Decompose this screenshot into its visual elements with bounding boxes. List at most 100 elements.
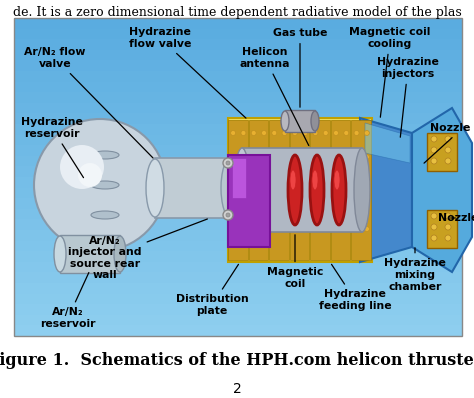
Bar — [310, 120, 330, 260]
Bar — [14, 92, 462, 103]
Text: Hydrazine
feeding line: Hydrazine feeding line — [319, 264, 392, 311]
Polygon shape — [365, 123, 410, 163]
Circle shape — [302, 178, 308, 183]
Text: Figure 1.  Schematics of the HPH.com helicon thruster.: Figure 1. Schematics of the HPH.com heli… — [0, 352, 474, 369]
Circle shape — [231, 154, 236, 160]
Ellipse shape — [114, 236, 126, 272]
Circle shape — [365, 154, 369, 160]
Text: Distribution
plate: Distribution plate — [176, 264, 248, 316]
Text: Gas tube: Gas tube — [273, 28, 327, 107]
Bar — [14, 177, 462, 187]
Circle shape — [354, 178, 359, 183]
Circle shape — [354, 131, 359, 135]
Circle shape — [323, 154, 328, 160]
Ellipse shape — [281, 111, 289, 131]
Circle shape — [292, 178, 297, 183]
Circle shape — [282, 154, 287, 160]
Circle shape — [334, 131, 338, 135]
Circle shape — [78, 163, 102, 187]
Circle shape — [445, 158, 451, 164]
Circle shape — [262, 226, 266, 232]
Circle shape — [344, 226, 349, 232]
Bar — [14, 187, 462, 198]
Circle shape — [445, 147, 451, 153]
Bar — [60, 235, 120, 273]
Circle shape — [302, 203, 308, 207]
Bar — [14, 251, 462, 262]
Circle shape — [431, 136, 437, 142]
Ellipse shape — [334, 170, 340, 190]
Ellipse shape — [288, 155, 302, 225]
Circle shape — [262, 178, 266, 183]
Circle shape — [334, 203, 338, 207]
Bar — [14, 82, 462, 92]
Circle shape — [226, 161, 230, 165]
Ellipse shape — [312, 170, 318, 190]
Bar — [14, 60, 462, 71]
Circle shape — [241, 226, 246, 232]
Circle shape — [241, 178, 246, 183]
Circle shape — [272, 178, 277, 183]
Text: Hydrazine
injectors: Hydrazine injectors — [377, 57, 439, 137]
Bar — [242, 148, 362, 232]
Circle shape — [431, 158, 437, 164]
Ellipse shape — [91, 151, 119, 159]
Circle shape — [302, 131, 308, 135]
Bar — [232, 158, 246, 198]
Bar — [14, 304, 462, 315]
Circle shape — [323, 226, 328, 232]
Circle shape — [282, 131, 287, 135]
Bar — [228, 120, 247, 260]
Bar — [14, 230, 462, 241]
Bar — [427, 210, 457, 248]
Circle shape — [302, 226, 308, 232]
Polygon shape — [360, 118, 412, 262]
Bar — [14, 71, 462, 82]
Circle shape — [231, 226, 236, 232]
Circle shape — [445, 213, 451, 219]
Bar — [228, 155, 270, 247]
Text: Ar/N₂ flow
valve: Ar/N₂ flow valve — [24, 47, 153, 158]
Circle shape — [272, 131, 277, 135]
Circle shape — [354, 203, 359, 207]
Circle shape — [251, 154, 256, 160]
Ellipse shape — [311, 111, 319, 131]
Circle shape — [445, 235, 451, 241]
Circle shape — [431, 224, 437, 230]
Circle shape — [365, 226, 369, 232]
Circle shape — [445, 224, 451, 230]
Circle shape — [323, 131, 328, 135]
Bar — [155, 158, 230, 218]
Circle shape — [365, 203, 369, 207]
Circle shape — [223, 210, 233, 220]
Bar — [248, 120, 268, 260]
Circle shape — [445, 136, 451, 142]
Circle shape — [231, 178, 236, 183]
Circle shape — [344, 203, 349, 207]
Ellipse shape — [54, 236, 66, 272]
Bar — [228, 118, 372, 262]
Circle shape — [313, 226, 318, 232]
Circle shape — [60, 145, 104, 189]
Circle shape — [313, 131, 318, 135]
Circle shape — [354, 226, 359, 232]
Circle shape — [292, 226, 297, 232]
Circle shape — [344, 131, 349, 135]
Bar — [290, 120, 310, 260]
Ellipse shape — [290, 170, 296, 190]
Circle shape — [223, 158, 233, 168]
Ellipse shape — [91, 181, 119, 189]
Ellipse shape — [354, 148, 370, 232]
Polygon shape — [412, 108, 472, 272]
Circle shape — [334, 154, 338, 160]
Circle shape — [313, 178, 318, 183]
Text: Magnetic
coil: Magnetic coil — [267, 235, 323, 289]
Circle shape — [272, 154, 277, 160]
Circle shape — [344, 154, 349, 160]
Circle shape — [292, 154, 297, 160]
Circle shape — [344, 178, 349, 183]
Circle shape — [251, 178, 256, 183]
Circle shape — [282, 226, 287, 232]
Circle shape — [251, 226, 256, 232]
Circle shape — [323, 178, 328, 183]
